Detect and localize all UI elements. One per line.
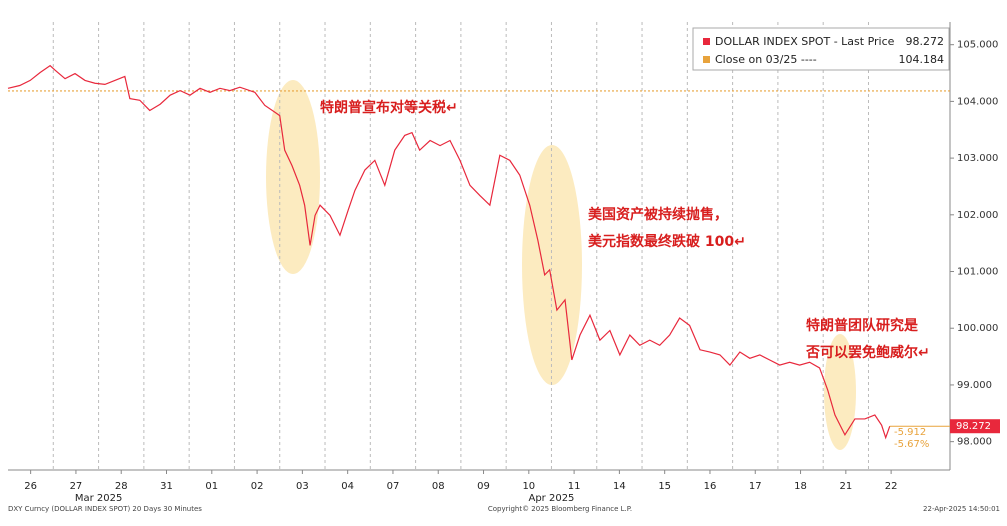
- annotation: 美元指数最终跌破 100↵: [588, 233, 746, 250]
- highlight: [824, 334, 856, 450]
- annotation: 特朗普宣布对等关税↵: [320, 99, 458, 116]
- y-tick-label: 103.000: [957, 153, 998, 164]
- highlight: [522, 145, 582, 385]
- annotation: 美国资产被持续抛售，: [588, 206, 728, 223]
- highlights: [266, 80, 856, 450]
- month-label: Mar 2025: [75, 493, 123, 504]
- x-tick-label: 16: [704, 481, 717, 492]
- x-tick-label: 10: [522, 481, 535, 492]
- y-tick-label: 102.000: [957, 210, 998, 221]
- x-tick-label: 09: [477, 481, 490, 492]
- legend-value: 98.272: [906, 35, 945, 48]
- legend-swatch: [703, 56, 710, 63]
- footer-center: Copyright© 2025 Bloomberg Finance L.P.: [488, 505, 632, 513]
- highlight: [266, 80, 320, 274]
- legend-box: [692, 27, 950, 71]
- x-tick-label: 17: [749, 481, 762, 492]
- change-label: -5.912: [894, 427, 926, 438]
- annotation: 特朗普团队研究是: [806, 317, 919, 334]
- x-tick-label: 28: [115, 481, 128, 492]
- change-label: -5.67%: [894, 439, 929, 450]
- x-tick-label: 04: [341, 481, 354, 492]
- footer-left: DXY Curncy (DOLLAR INDEX SPOT) 20 Days 3…: [8, 505, 202, 513]
- legend-swatch: [703, 38, 710, 45]
- x-tick-label: 27: [70, 481, 83, 492]
- y-tick-label: 98.000: [957, 437, 992, 448]
- x-tick-label: 14: [613, 481, 626, 492]
- x-tick-label: 01: [205, 481, 218, 492]
- annotation: 否可以罢免鲍威尔↵: [805, 344, 930, 361]
- last-price-label: 98.272: [956, 421, 991, 432]
- x-tick-label: 02: [251, 481, 264, 492]
- y-tick-label: 104.000: [957, 96, 998, 107]
- month-label: Apr 2025: [528, 493, 574, 504]
- legend-label: Close on 03/25 ----: [715, 53, 817, 66]
- x-tick-label: 07: [387, 481, 400, 492]
- y-tick-label: 101.000: [957, 267, 998, 278]
- legend-label: DOLLAR INDEX SPOT - Last Price: [715, 35, 895, 48]
- footer-right: 22-Apr-2025 14:50:01: [923, 505, 1000, 513]
- y-tick-label: 99.000: [957, 380, 992, 391]
- last-price-tag: [950, 419, 1000, 434]
- price-line: [7, 64, 891, 440]
- y-tick-label: 105.000: [957, 40, 998, 51]
- x-tick-label: 31: [160, 481, 173, 492]
- x-tick-label: 08: [432, 481, 445, 492]
- legend-value: 104.184: [899, 53, 945, 66]
- x-tick-label: 26: [24, 481, 37, 492]
- x-tick-label: 21: [839, 481, 852, 492]
- x-tick-label: 22: [885, 481, 898, 492]
- x-tick-label: 11: [568, 481, 581, 492]
- y-tick-label: 100.000: [957, 323, 998, 334]
- x-tick-label: 15: [658, 481, 671, 492]
- x-tick-label: 18: [794, 481, 807, 492]
- x-tick-label: 03: [296, 481, 309, 492]
